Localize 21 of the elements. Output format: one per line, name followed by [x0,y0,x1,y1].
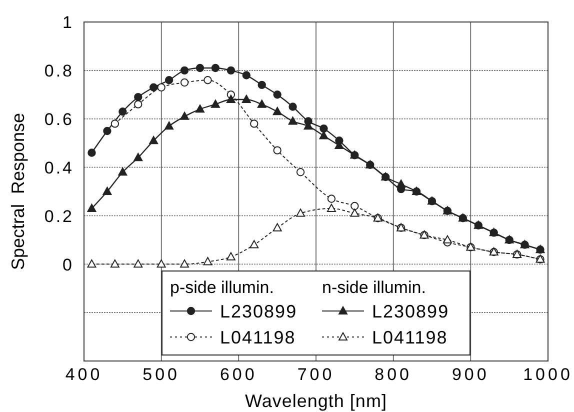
y-tick-label: 0.2 [44,206,74,226]
legend-label: L041198 [372,327,448,348]
legend-label: L041198 [220,327,296,348]
y-tick-label: 1 [62,13,74,32]
x-tick-label: 600 [220,365,258,384]
legend-label: L230899 [220,301,298,322]
y-tick-label: 0 [62,255,74,274]
x-tick-label: 700 [297,365,335,384]
y-axis-title: Spectral Response [8,112,28,270]
y-tick-label: 0.8 [44,62,74,81]
x-tick-label: 400 [65,365,103,384]
x-tick-label: 800 [374,365,412,384]
x-axis-title: Wavelength [nm] [245,391,387,411]
y-tick-label: 0.4 [44,158,74,178]
annotation: p-side illumin. [170,278,274,298]
annotation: n-side illumin. [322,278,426,298]
legend-label: L230899 [372,301,450,322]
x-tick-label: 500 [142,365,180,384]
y-tick-label: 0.6 [44,110,74,129]
x-tick-label: 1000 [523,365,573,384]
x-tick-label: 900 [452,365,490,384]
